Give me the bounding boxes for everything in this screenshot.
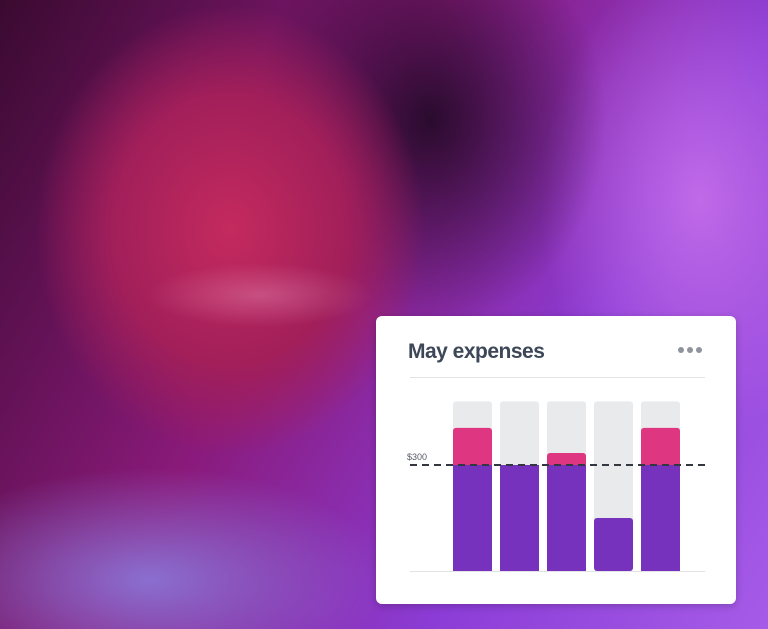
bar-chart: $300 bbox=[407, 401, 705, 572]
bar-over-threshold bbox=[453, 427, 492, 468]
bar bbox=[453, 465, 492, 571]
divider bbox=[410, 377, 705, 378]
bar bbox=[641, 465, 680, 571]
expenses-card: May expenses $300 bbox=[376, 316, 736, 604]
bar bbox=[594, 518, 633, 571]
bar bbox=[547, 465, 586, 571]
more-horizontal-icon[interactable] bbox=[678, 347, 702, 353]
threshold-label: $300 bbox=[407, 452, 427, 462]
bar bbox=[500, 465, 539, 571]
card-title: May expenses bbox=[408, 340, 545, 363]
bar-over-threshold bbox=[641, 427, 680, 468]
